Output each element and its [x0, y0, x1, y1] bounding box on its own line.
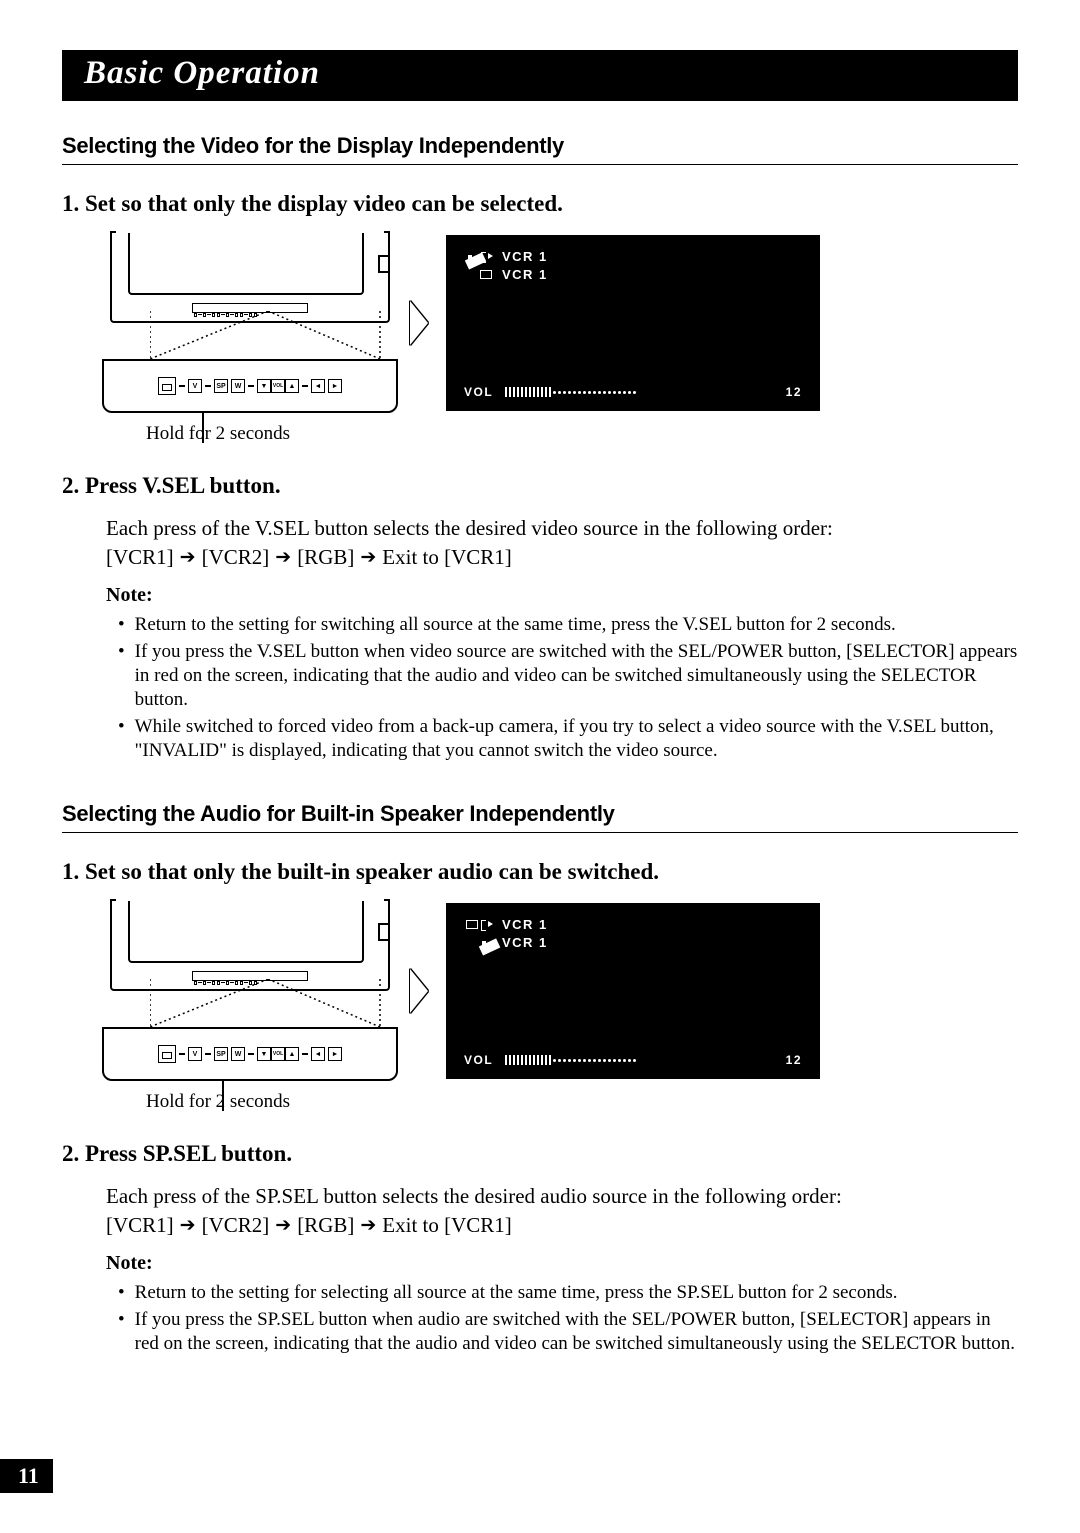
- button-panel: V SP W ▼VOL▲ ◄ ►: [102, 359, 398, 413]
- sp-button: SP: [214, 379, 228, 393]
- arrow-right-icon: [410, 969, 428, 1013]
- hold-caption-2: Hold for 2 seconds: [146, 1091, 1018, 1113]
- section1-body: Each press of the V.SEL button selects t…: [106, 515, 1018, 541]
- vol-label: VOL: [464, 385, 493, 399]
- osd-vcr1: VCR 1: [502, 249, 548, 264]
- screen-icon: [162, 384, 172, 391]
- arrow-icon: [481, 920, 492, 929]
- rect-icon: [480, 270, 492, 279]
- page-header: Basic Operation: [62, 50, 1018, 101]
- arrow-icon: [481, 252, 492, 261]
- device-diagram-2: V SP W ▼VOL▲ ◄ ►: [102, 901, 398, 1081]
- hold-caption-1: Hold for 2 seconds: [146, 423, 1018, 445]
- w-button: W: [231, 379, 245, 393]
- page-number: 11: [0, 1459, 53, 1493]
- section1-step2: 2. Press V.SEL button.: [62, 473, 1018, 499]
- arrow-right-icon: [410, 301, 428, 345]
- section2-diagram-row: V SP W ▼VOL▲ ◄ ► VCR 1 VCR 1 VOL 12: [102, 901, 1018, 1081]
- note-label-1: Note:: [106, 584, 1018, 607]
- section1-step1: 1. Set so that only the display video ca…: [62, 191, 1018, 217]
- note-label-2: Note:: [106, 1252, 1018, 1275]
- vol-buttons: ▼VOL▲: [257, 379, 299, 393]
- section2-step1: 1. Set so that only the built-in speaker…: [62, 859, 1018, 885]
- right-button: ►: [328, 379, 342, 393]
- callout-lines: [150, 311, 390, 359]
- section1-diagram-row: V SP W ▼VOL▲ ◄ ► VCR 1 VCR 1 VOL 12: [102, 233, 1018, 413]
- left-button: ◄: [311, 379, 325, 393]
- osd-vcr1b: VCR 1: [502, 267, 548, 282]
- osd-display: VCR 1 VCR 1 VOL 12: [446, 235, 820, 411]
- section2-title: Selecting the Audio for Built-in Speaker…: [62, 801, 1018, 833]
- section2-step2: 2. Press SP.SEL button.: [62, 1141, 1018, 1167]
- power-button: [158, 377, 176, 395]
- osd-display-2: VCR 1 VCR 1 VOL 12: [446, 903, 820, 1079]
- vol-bars: [505, 387, 773, 397]
- section1-title: Selecting the Video for the Display Inde…: [62, 133, 1018, 165]
- section2-body: Each press of the SP.SEL button selects …: [106, 1183, 1018, 1209]
- device-diagram: V SP W ▼VOL▲ ◄ ►: [102, 233, 398, 413]
- callout-pointer: [202, 413, 204, 443]
- device-inner-screen: [128, 233, 364, 295]
- section1-notes: Return to the setting for switching all …: [118, 613, 1018, 763]
- section2-notes: Return to the setting for selecting all …: [118, 1281, 1018, 1356]
- speaker-muted-icon: [468, 253, 478, 261]
- device-side-box: [378, 255, 390, 273]
- section1-sequence: [VCR1]➔ [VCR2]➔ [RGB]➔ Exit to [VCR1]: [106, 545, 1018, 570]
- section2-sequence: [VCR1]➔ [VCR2]➔ [RGB]➔ Exit to [VCR1]: [106, 1213, 1018, 1238]
- device-screen-frame: [110, 233, 390, 323]
- vol-value: 12: [786, 385, 802, 399]
- rect-icon: [466, 920, 478, 929]
- speaker-muted-icon: [482, 939, 492, 947]
- v-button: V: [188, 379, 202, 393]
